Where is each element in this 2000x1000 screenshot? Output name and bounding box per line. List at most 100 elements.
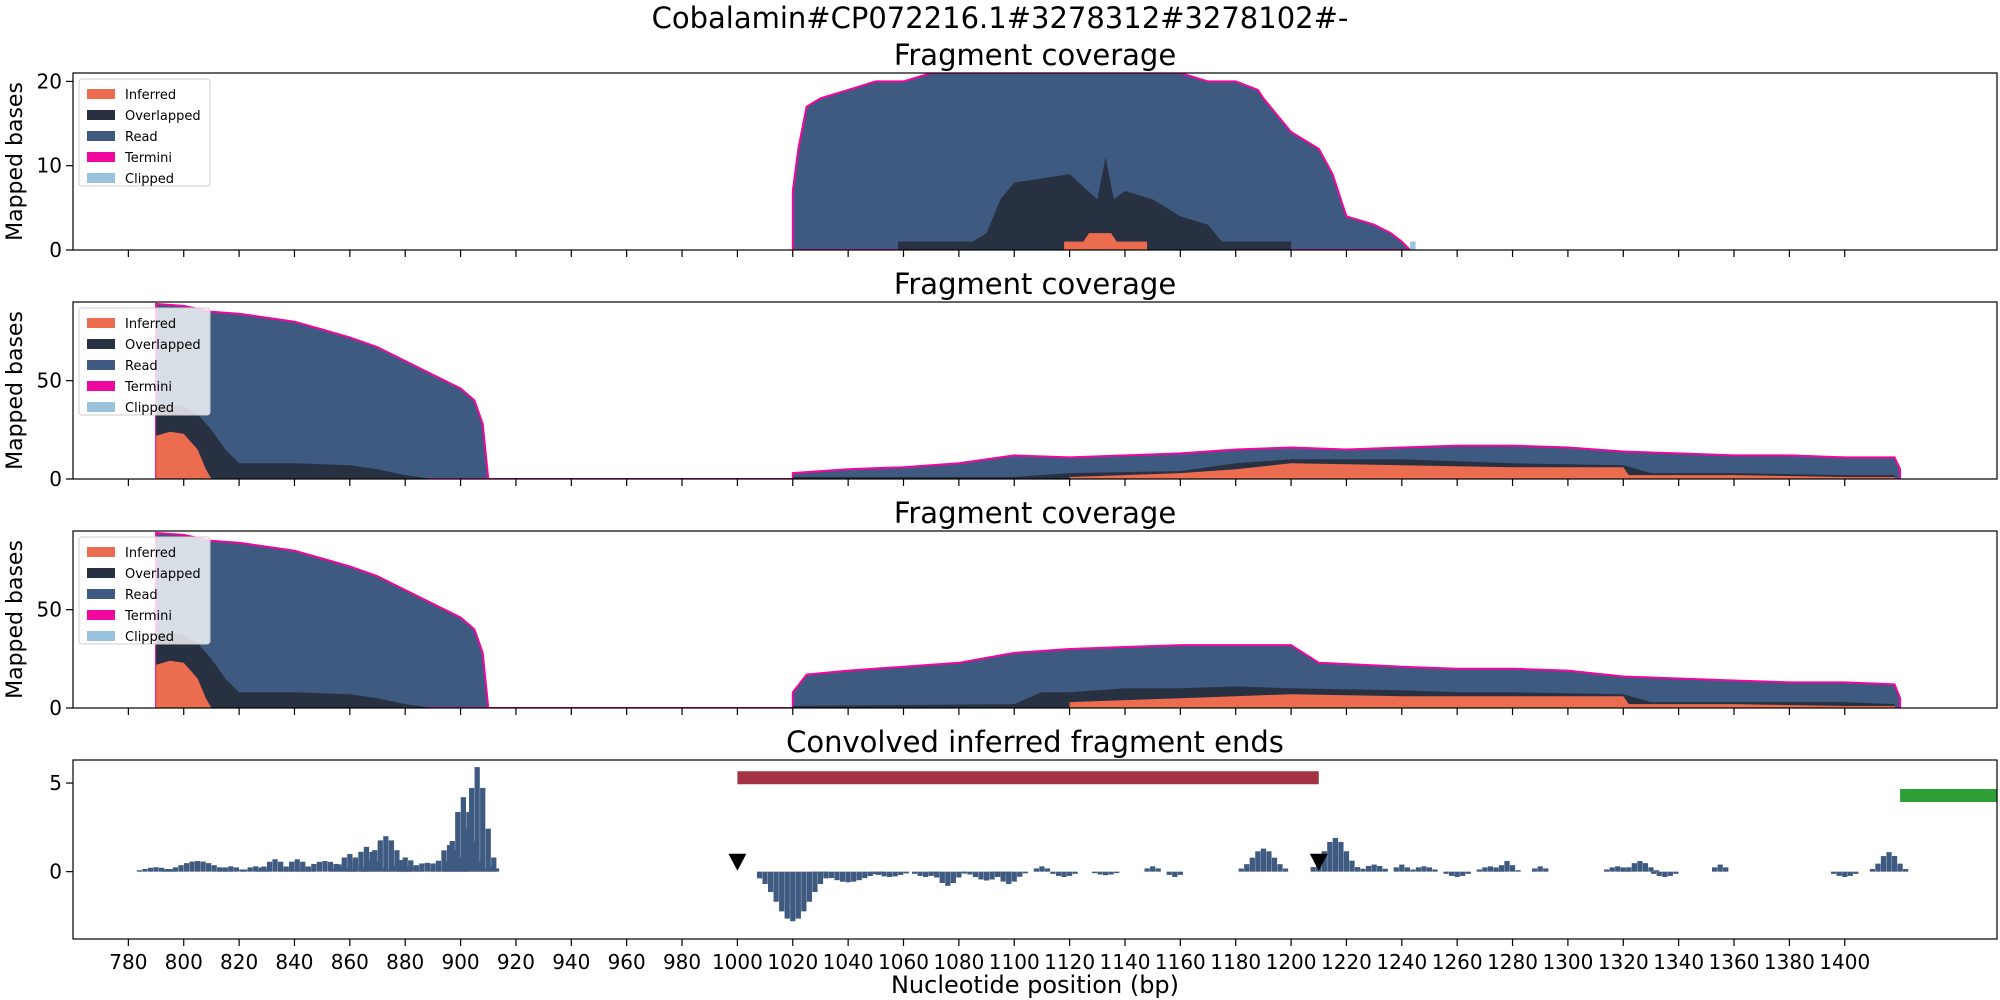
bar — [845, 871, 851, 883]
bar — [228, 866, 234, 872]
series-read — [155, 531, 1902, 708]
bar — [341, 857, 347, 872]
bar — [446, 845, 453, 872]
bar — [934, 871, 940, 878]
bar — [1831, 871, 1837, 874]
bar — [1039, 866, 1045, 872]
bar — [756, 871, 763, 879]
bar — [1421, 866, 1427, 872]
bar — [767, 871, 774, 893]
bar — [363, 846, 370, 872]
bar — [471, 841, 478, 872]
y-tick-label: 20 — [37, 69, 62, 93]
bar — [1255, 851, 1261, 872]
bar — [1515, 870, 1521, 872]
bar — [1504, 861, 1510, 872]
bar — [474, 767, 480, 872]
x-tick-label: 940 — [552, 950, 590, 974]
bar — [289, 861, 295, 872]
figure-suptitle: Cobalamin#CP072216.1#3278312#3278102#- — [652, 1, 1349, 35]
bar — [405, 866, 411, 872]
plot-area — [791, 73, 1416, 250]
x-tick-label: 1080 — [933, 950, 984, 974]
panel-title: Convolved inferred fragment ends — [786, 725, 1284, 759]
series-overlapped — [156, 404, 1895, 479]
x-tick-label: 1120 — [1044, 950, 1095, 974]
bar — [233, 867, 239, 872]
bar — [873, 871, 879, 875]
bar — [377, 840, 383, 872]
bar — [1410, 869, 1416, 872]
bar — [1648, 867, 1654, 872]
bar — [1626, 867, 1632, 872]
bar — [1321, 851, 1327, 872]
marker-triangle — [1309, 853, 1328, 871]
bar — [1061, 871, 1067, 877]
bar — [369, 851, 375, 872]
panel-3: Fragment coverage Mapped bases 0 50 Inferred… — [3, 496, 1998, 720]
bar — [903, 871, 909, 874]
panel-title: Fragment coverage — [894, 496, 1176, 530]
bar — [261, 866, 267, 872]
bar — [1532, 868, 1538, 872]
series-overlapped — [898, 157, 1292, 250]
bar — [222, 867, 228, 872]
y-axis-label: Mapped bases — [3, 82, 28, 241]
x-tick-label: 1160 — [1155, 950, 1206, 974]
x-tick-label: 1060 — [878, 950, 929, 974]
bar — [361, 866, 367, 872]
bar — [961, 871, 968, 873]
bar — [1432, 869, 1438, 872]
plot-area — [136, 767, 1997, 922]
legend-label: Termini — [124, 151, 172, 166]
bar — [1266, 851, 1272, 872]
series-read — [155, 302, 1902, 479]
bar — [1493, 867, 1499, 872]
y-tick-label: 0 — [49, 860, 62, 884]
legend-label: Read — [125, 130, 158, 145]
bar — [264, 869, 270, 872]
bar — [258, 867, 264, 872]
bar — [1354, 867, 1361, 872]
bar — [397, 870, 403, 872]
bar — [1443, 871, 1449, 874]
bar — [283, 866, 289, 872]
bar — [1651, 871, 1657, 874]
legend-label: Termini — [124, 380, 172, 395]
bar — [1509, 865, 1516, 872]
bar — [1404, 867, 1410, 872]
bar — [887, 871, 893, 877]
bar — [322, 861, 328, 872]
bar — [967, 871, 973, 875]
bar — [1114, 871, 1120, 874]
bar — [402, 857, 408, 872]
bar — [875, 871, 882, 875]
bar — [1615, 866, 1621, 872]
series-clipped — [1410, 241, 1416, 250]
legend: Inferred Overlapped Read Termini Clipped — [78, 536, 211, 645]
bar — [194, 861, 201, 872]
bar — [388, 840, 394, 872]
bar — [142, 868, 148, 872]
x-tick-label: 1280 — [1487, 950, 1538, 974]
bar — [399, 860, 406, 872]
bar — [881, 871, 887, 877]
bar — [812, 871, 818, 893]
legend-label: Clipped — [125, 172, 174, 187]
bar — [217, 869, 223, 872]
bar — [817, 871, 824, 875]
bar — [1836, 871, 1842, 876]
bar — [294, 859, 300, 872]
bar — [972, 871, 979, 878]
bar — [336, 864, 342, 872]
x-tick-label: 840 — [275, 950, 313, 974]
bar — [1360, 868, 1366, 872]
bar — [1460, 871, 1466, 876]
legend: Inferred Overlapped Read Termini Clipped — [78, 307, 211, 416]
bar — [277, 861, 284, 872]
legend-label: Termini — [124, 609, 172, 624]
bar — [242, 869, 248, 872]
bar — [477, 861, 483, 872]
bar — [1338, 841, 1344, 872]
bar — [1066, 871, 1073, 876]
